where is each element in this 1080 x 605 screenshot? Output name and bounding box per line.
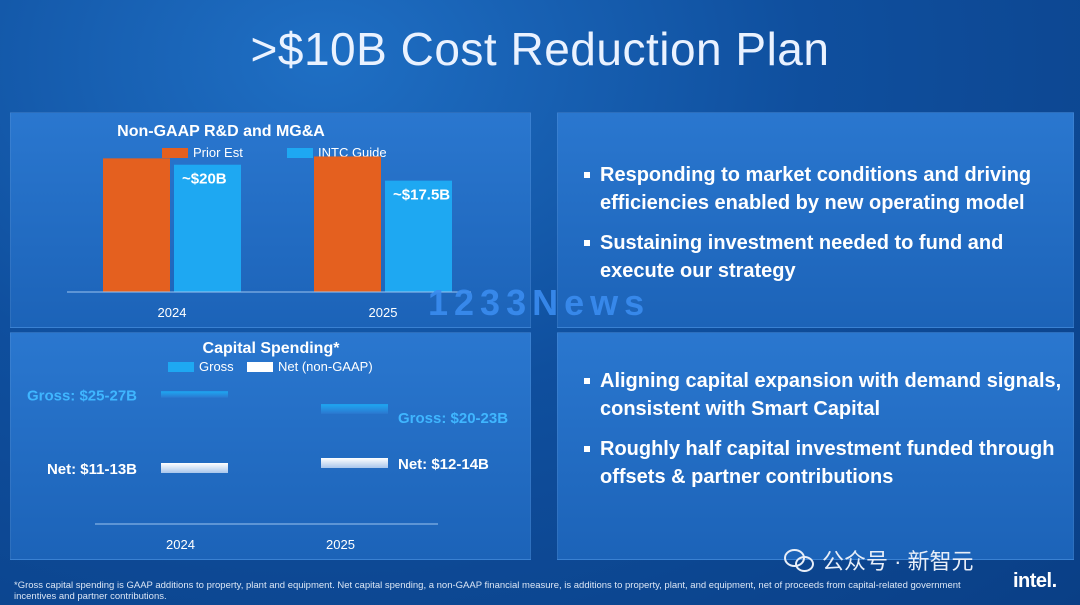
bullet-item: Responding to market conditions and driv… [584,161,1064,217]
capital-data-label: Gross: $20-23B [398,410,508,427]
watermark-text: 1233News [428,282,651,323]
rd-data-label: ~$20B [182,171,227,188]
wechat-account-name: 公众号 · 新智元 [822,549,974,574]
wechat-icon [784,549,814,572]
bullet-item: Aligning capital expansion with demand s… [584,367,1064,423]
rd-x-tick-label: 2024 [158,305,187,320]
wechat-account-label: 公众号 · 新智元 [784,544,974,576]
legend-swatch-prior-est [162,148,188,158]
legend-label-gross: Gross [199,359,234,374]
strategy-text-panel-bottom: Aligning capital expansion with demand s… [557,332,1074,560]
bullet-item: Sustaining investment needed to fund and… [584,229,1064,285]
capital-data-label: Gross: $25-27B [27,387,137,404]
capital-bar-net-2024 [161,463,228,473]
rd-legend: Prior Est INTC Guide [162,145,387,160]
capital-chart: Capital Spending* Gross Net (non-GAAP) G… [27,340,508,552]
capital-x-tick-label: 2025 [326,537,355,552]
intel-logo: intel. [1013,570,1057,592]
capital-bar-gross-2025 [321,404,388,414]
footnote: *Gross capital spending is GAAP addition… [14,580,961,602]
capital-x-ticks: 2024 2025 [166,537,355,552]
capital-bars: Gross: $25-27B Net: $11-13B Gross: $20-23B… [27,387,508,478]
legend-label-intc-guide: INTC Guide [318,145,387,160]
rd-bars: ~$20B ~$17.5B [103,156,452,292]
rd-bar-prior-est-2025 [314,156,381,292]
legend-label-net: Net (non-GAAP) [278,359,373,374]
bullet-list-top: Responding to market conditions and driv… [584,161,1064,297]
strategy-text-panel-top: Responding to market conditions and driv… [557,112,1074,328]
rd-bar-prior-est-2024 [103,158,170,292]
capital-chart-panel: Capital Spending* Gross Net (non-GAAP) G… [10,332,531,560]
capital-chart-title: Capital Spending* [203,340,341,357]
rd-chart: Non-GAAP R&D and MG&A Prior Est INTC Gui… [67,123,471,320]
capital-x-tick-label: 2024 [166,537,195,552]
legend-swatch-intc-guide [287,148,313,158]
capital-bar-net-2025 [321,458,388,468]
legend-swatch-gross [168,362,194,372]
rd-x-ticks: 2024 2025 [158,305,398,320]
rd-chart-panel: Non-GAAP R&D and MG&A Prior Est INTC Gui… [10,112,531,328]
capital-legend: Gross Net (non-GAAP) [168,359,373,374]
capital-bar-gross-2024 [161,391,228,398]
slide-title: >$10B Cost Reduction Plan [250,23,830,75]
legend-label-prior-est: Prior Est [193,145,243,160]
rd-chart-title: Non-GAAP R&D and MG&A [117,123,325,140]
bullet-list-bottom: Aligning capital expansion with demand s… [584,367,1064,503]
rd-data-label: ~$17.5B [393,187,450,204]
rd-bar-intc-guide-2025 [385,180,452,292]
rd-bar-intc-guide-2024 [174,164,241,292]
capital-data-label: Net: $11-13B [47,461,137,478]
legend-swatch-net [247,362,273,372]
capital-data-label: Net: $12-14B [398,456,489,473]
bullet-item: Roughly half capital investment funded t… [584,435,1064,491]
rd-x-tick-label: 2025 [369,305,398,320]
